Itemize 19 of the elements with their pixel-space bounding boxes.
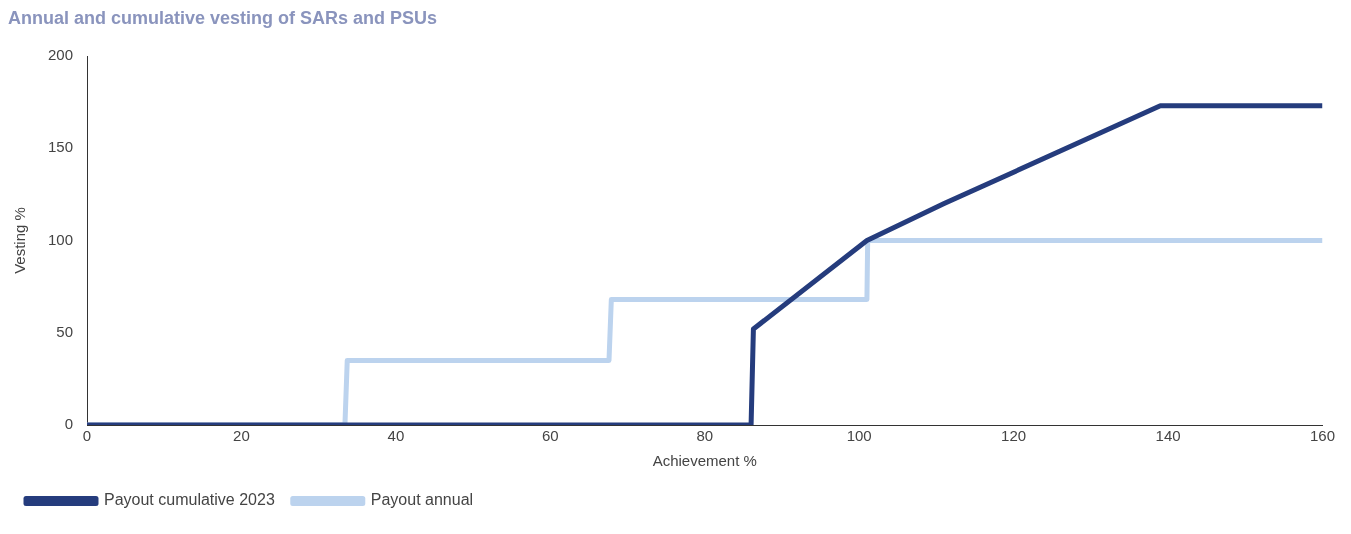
y-tick-label: 150 <box>48 138 74 156</box>
y-tick-label: 50 <box>56 322 74 340</box>
y-tick-label: 200 <box>48 46 74 64</box>
legend-label: Payout annual <box>370 491 474 509</box>
x-tick-label: 0 <box>82 427 92 445</box>
chart-title: Annual and cumulative vesting of SARs and PSUs <box>8 8 439 29</box>
x-tick-label: 20 <box>233 427 250 445</box>
x-tick-label: 80 <box>696 427 714 445</box>
y-tick-label: 100 <box>48 230 74 248</box>
x-tick-label: 60 <box>541 427 559 445</box>
x-tick-label: 140 <box>1155 427 1181 445</box>
legend-label: Payout cumulative 2023 <box>104 491 275 509</box>
x-tick-label: 100 <box>846 427 872 445</box>
y-axis-title: Vesting % <box>11 207 29 274</box>
y-tick-label: 0 <box>64 415 74 433</box>
x-tick-label: 120 <box>1001 427 1027 445</box>
x-axis-title: Achievement % <box>652 452 757 470</box>
x-tick-label: 40 <box>387 427 405 445</box>
x-tick-label: 160 <box>1309 427 1335 445</box>
